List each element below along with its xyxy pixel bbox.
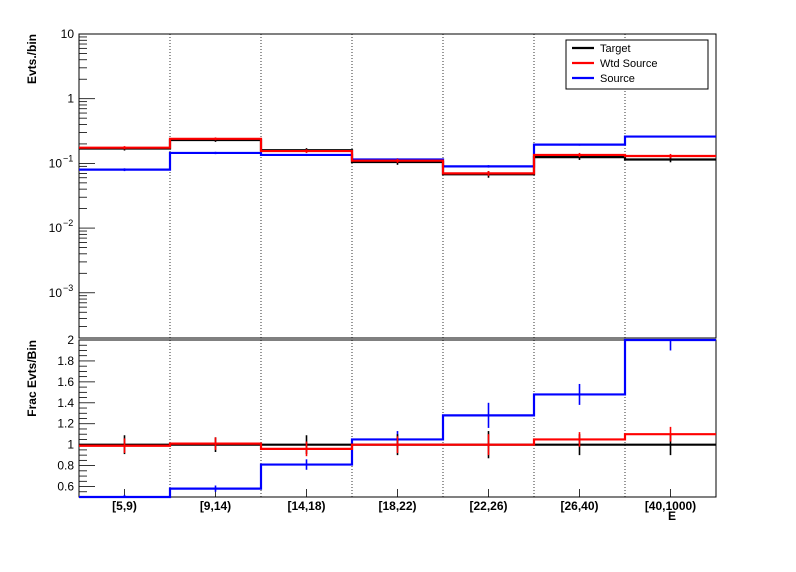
x-axis-title: E [668, 509, 676, 523]
x-tick-label: [14,18) [287, 499, 325, 513]
y-tick-exponent: −3 [63, 283, 73, 293]
y-tick-label: 10 [61, 27, 75, 41]
legend-label: Wtd Source [600, 58, 657, 70]
y-tick-label: 1.4 [57, 396, 74, 410]
x-tick-label: [18,22) [378, 499, 416, 513]
y-tick-label: 1.8 [57, 354, 74, 368]
bottom-panel: 0.6 0.8 1 1.2 1.4 1.6 1.8 2 [5,9) [9,14) [14,18) [1… [57, 333, 717, 513]
x-tick-label: [40,1000) [645, 499, 696, 513]
top-frame [78, 33, 717, 339]
y-tick-label: 1 [67, 438, 74, 452]
series-source-line [79, 338, 716, 499]
legend-label: Target [600, 43, 631, 55]
y-tick-label: 1.6 [57, 375, 74, 389]
x-tick-label: [22,26) [469, 499, 507, 513]
x-tick-label: [26,40) [560, 499, 598, 513]
y-tick-label: 0.6 [57, 480, 74, 494]
legend-label: Source [600, 73, 635, 85]
y-axis-title-top: Evts./bin [25, 34, 39, 84]
y-tick-exponent: −2 [63, 218, 73, 228]
y-tick-label: 2 [67, 333, 74, 347]
y-tick-label: 10 [49, 156, 63, 170]
y-tick-label: 0.8 [57, 459, 74, 473]
y-tick-label: 1.2 [57, 417, 74, 431]
series-wtd-source-line [79, 433, 716, 450]
x-tick-label: [9,14) [200, 499, 231, 513]
y-tick-label: 1 [67, 92, 74, 106]
x-tick-label: [5,9) [112, 499, 137, 513]
axis-labels: Evts./bin Frac Evts/Bin E [25, 34, 676, 523]
y-tick-exponent: −1 [63, 153, 73, 163]
y-tick-label: 10 [49, 286, 63, 300]
y-axis-title-bottom: Frac Evts/Bin [25, 340, 39, 417]
bottom-frame [78, 339, 717, 498]
y-tick-label: 10 [49, 221, 63, 235]
